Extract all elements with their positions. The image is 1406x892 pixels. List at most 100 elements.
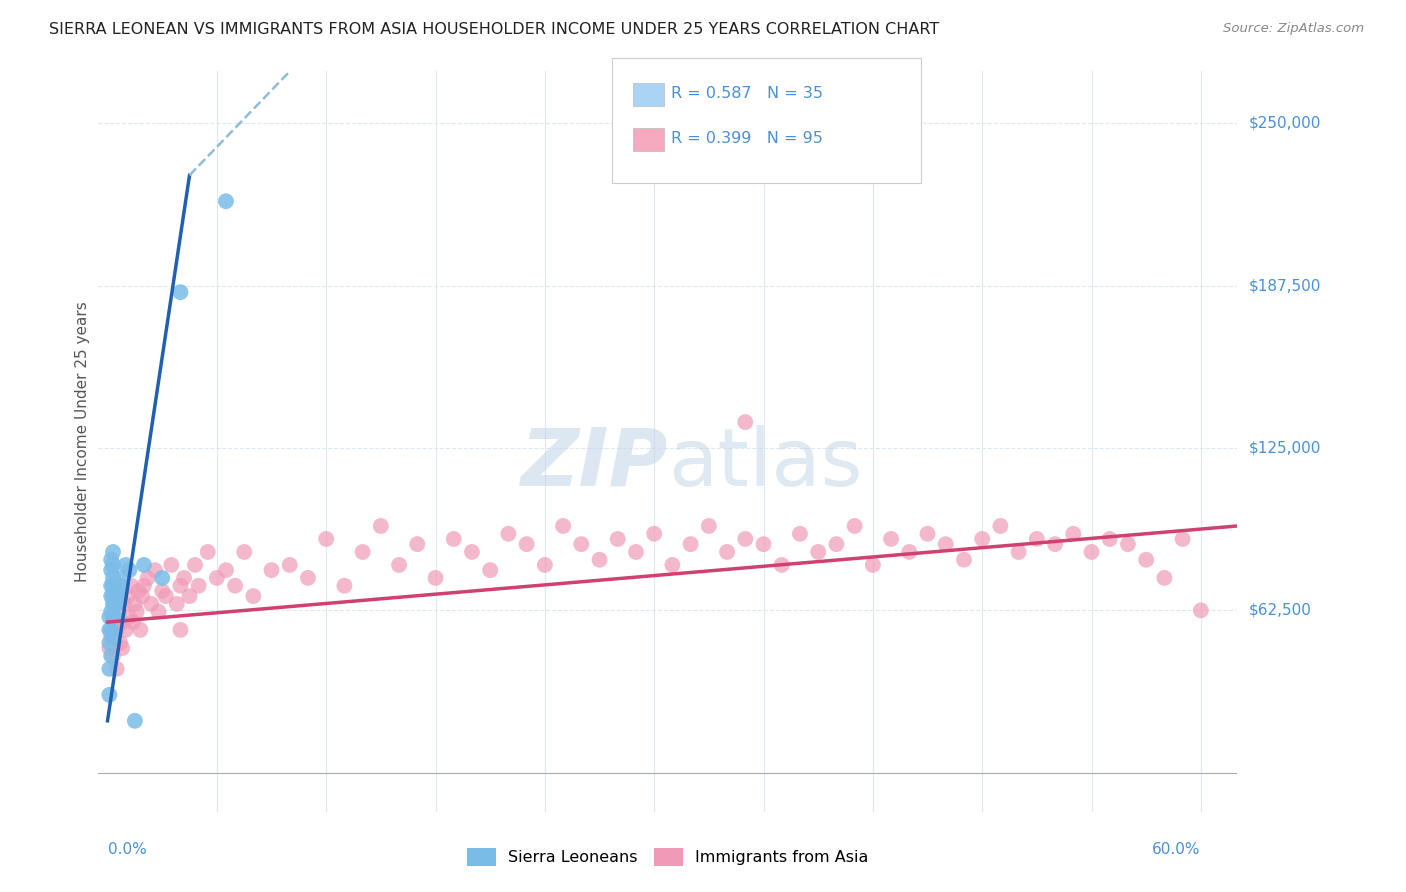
Point	[125, 605, 148, 619]
Point	[734, 532, 756, 546]
Point	[143, 563, 166, 577]
Point	[534, 558, 557, 572]
Point	[101, 558, 124, 572]
Point	[898, 545, 921, 559]
Point	[104, 583, 127, 598]
Point	[101, 597, 124, 611]
Point	[425, 571, 447, 585]
Point	[105, 623, 128, 637]
Point	[148, 605, 170, 619]
Point	[479, 563, 502, 577]
Point	[215, 194, 238, 209]
Point	[278, 558, 301, 572]
Point	[101, 648, 124, 663]
Point	[98, 641, 121, 656]
Point	[215, 563, 238, 577]
Point	[150, 583, 173, 598]
Point	[624, 545, 647, 559]
Point	[132, 558, 155, 572]
Text: 60.0%: 60.0%	[1153, 842, 1201, 857]
Point	[643, 526, 665, 541]
Point	[406, 537, 429, 551]
Point	[297, 571, 319, 585]
Point	[972, 532, 994, 546]
Y-axis label: Householder Income Under 25 years: Householder Income Under 25 years	[75, 301, 90, 582]
Point	[131, 589, 153, 603]
Point	[169, 623, 191, 637]
Point	[498, 526, 520, 541]
Point	[114, 623, 136, 637]
Point	[807, 545, 830, 559]
Text: $187,500: $187,500	[1249, 278, 1320, 293]
Point	[752, 537, 775, 551]
Point	[789, 526, 811, 541]
Point	[128, 583, 150, 598]
Point	[233, 545, 256, 559]
Point	[110, 579, 132, 593]
Point	[205, 571, 228, 585]
Point	[132, 579, 155, 593]
Text: $62,500: $62,500	[1249, 603, 1312, 618]
Point	[111, 615, 134, 629]
Point	[184, 558, 207, 572]
Point	[166, 597, 188, 611]
Text: ZIP: ZIP	[520, 425, 668, 503]
Point	[953, 553, 976, 567]
Point	[917, 526, 939, 541]
Point	[935, 537, 957, 551]
Point	[155, 589, 177, 603]
Point	[197, 545, 219, 559]
Point	[104, 610, 127, 624]
Point	[124, 597, 146, 611]
Point	[98, 688, 121, 702]
Point	[187, 579, 209, 593]
Point	[107, 589, 129, 603]
Point	[990, 519, 1012, 533]
Text: 0.0%: 0.0%	[107, 842, 146, 857]
Point	[1007, 545, 1029, 559]
Point	[118, 563, 141, 577]
Point	[224, 579, 246, 593]
Point	[844, 519, 866, 533]
Point	[588, 553, 610, 567]
Point	[1025, 532, 1047, 546]
Text: $250,000: $250,000	[1249, 116, 1320, 131]
Point	[606, 532, 628, 546]
Point	[100, 648, 122, 663]
Point	[1135, 553, 1157, 567]
Point	[111, 571, 134, 585]
Point	[105, 583, 128, 598]
Point	[1153, 571, 1175, 585]
Point	[101, 571, 124, 585]
Point	[179, 589, 201, 603]
Point	[734, 415, 756, 429]
Text: SIERRA LEONEAN VS IMMIGRANTS FROM ASIA HOUSEHOLDER INCOME UNDER 25 YEARS CORRELA: SIERRA LEONEAN VS IMMIGRANTS FROM ASIA H…	[49, 22, 939, 37]
Point	[105, 597, 128, 611]
Point	[107, 605, 129, 619]
Point	[112, 597, 135, 611]
Point	[104, 597, 127, 611]
Point	[150, 571, 173, 585]
Point	[100, 553, 122, 567]
Point	[1080, 545, 1102, 559]
Point	[1116, 537, 1139, 551]
Point	[242, 589, 264, 603]
Text: R = 0.399   N = 95: R = 0.399 N = 95	[671, 131, 823, 145]
Point	[1189, 603, 1212, 617]
Point	[100, 589, 122, 603]
Point	[1171, 532, 1194, 546]
Point	[516, 537, 538, 551]
Point	[98, 662, 121, 676]
Point	[770, 558, 793, 572]
Point	[101, 610, 124, 624]
Point	[122, 615, 145, 629]
Point	[169, 579, 191, 593]
Point	[98, 610, 121, 624]
Point	[679, 537, 702, 551]
Point	[333, 579, 356, 593]
Point	[101, 545, 124, 559]
Point	[1098, 532, 1121, 546]
Point	[110, 636, 132, 650]
Point	[118, 610, 141, 624]
Point	[101, 631, 124, 645]
